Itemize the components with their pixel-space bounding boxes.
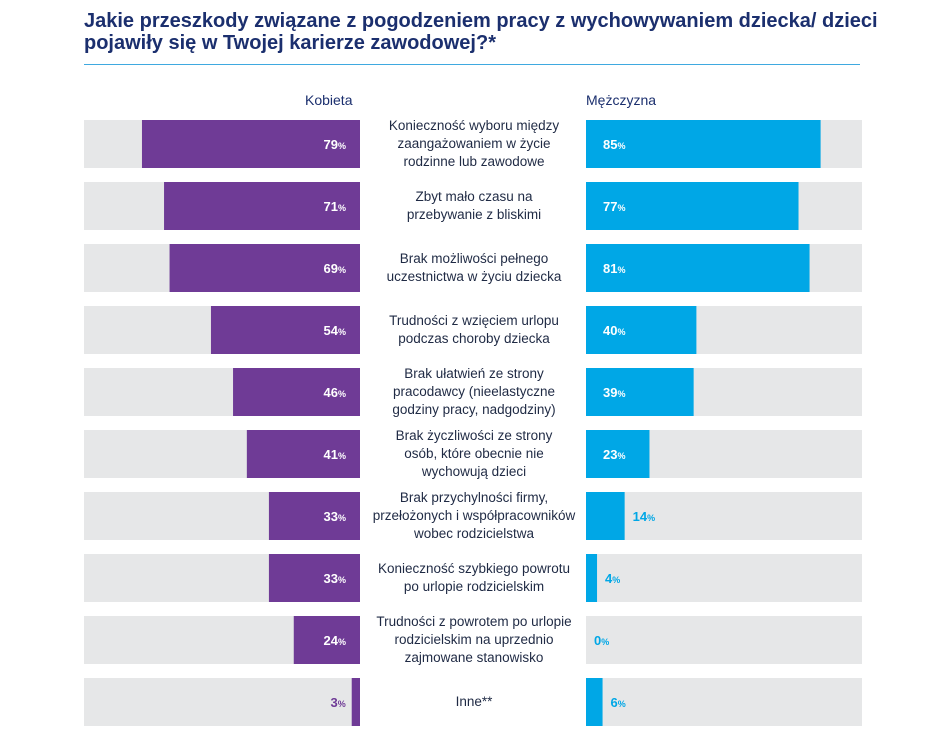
value-label-man: 0% <box>594 633 609 648</box>
category-label-line: wychowują dzieci <box>421 464 527 479</box>
category-label-line: Brak ułatwień ze strony <box>404 366 544 381</box>
category-label-line: Zbyt mało czasu na <box>415 189 533 204</box>
bar-woman <box>233 368 360 416</box>
category-label-line: zajmowane stanowisko <box>404 650 544 665</box>
bar-man <box>586 678 603 726</box>
bar-man <box>586 554 598 602</box>
category-label-line: przełożonych i współpracowników <box>372 508 576 523</box>
bar-woman <box>268 492 360 540</box>
category-label-line: wobec rodzicielstwa <box>413 526 535 541</box>
category-label-line: Brak możliwości pełnego <box>399 251 549 266</box>
category-label-line: Konieczność wyboru między <box>388 118 560 133</box>
value-label-man: 39% <box>603 385 625 400</box>
category-label-line: rodzinne lub zawodowe <box>403 154 545 169</box>
value-label-woman: 71% <box>324 199 346 214</box>
bar-woman <box>351 678 360 726</box>
bar-woman <box>293 616 360 664</box>
category-label-line: uczestnictwa w życiu dziecka <box>386 269 562 284</box>
bar-man <box>586 244 810 292</box>
bar-woman <box>246 430 360 478</box>
value-label-man: 6% <box>611 695 626 710</box>
bar-woman <box>164 182 360 230</box>
value-label-woman: 3% <box>330 695 345 710</box>
category-label: Brak życzliwości ze strony osób, które ob… <box>368 427 580 481</box>
category-label-line: Brak życzliwości ze strony <box>395 428 553 443</box>
legend-man: Mężczyzna <box>586 92 657 108</box>
category-label-line: godziny pracy, nadgodziny) <box>392 402 556 417</box>
bar-woman <box>268 554 360 602</box>
category-label-line: po urlopie rodzicielskim <box>403 579 545 594</box>
value-label-man: 4% <box>605 571 620 586</box>
bar-woman <box>169 244 360 292</box>
track-man <box>586 492 862 540</box>
category-label-line: przebywanie z bliskimi <box>406 207 542 222</box>
category-label-line: pracodawcy (nieelastyczne <box>392 384 556 399</box>
track-woman <box>84 678 360 726</box>
category-label: Konieczność szybkiego powrotu po urlopie … <box>368 560 580 596</box>
bar-man <box>586 368 694 416</box>
track-man <box>586 554 862 602</box>
category-label-line: rodzicielskim na uprzednio <box>394 632 554 647</box>
track-man <box>586 678 862 726</box>
category-label: Brak przychylności firmy, przełożonych i … <box>368 489 580 543</box>
category-label: Brak możliwości pełnego uczestnictwa w ży… <box>368 250 580 286</box>
value-label-woman: 46% <box>324 385 346 400</box>
bar-man <box>586 120 821 168</box>
value-label-woman: 41% <box>324 447 346 462</box>
category-label: Konieczność wyboru między zaangażowaniem … <box>368 117 580 171</box>
value-label-man: 81% <box>603 261 625 276</box>
value-label-man: 85% <box>603 137 625 152</box>
category-label-line: Brak przychylności firmy, <box>399 490 549 505</box>
value-label-woman: 54% <box>324 323 346 338</box>
category-label-line: podczas choroby dziecka <box>398 331 550 346</box>
value-label-man: 23% <box>603 447 625 462</box>
category-label-line: zaangażowaniem w życie <box>397 136 551 151</box>
category-label-line: Inne** <box>455 694 493 709</box>
chart-title: Jakie przeszkody związane z pogodzeniem … <box>84 10 878 54</box>
category-label: Zbyt mało czasu na przebywanie z bliskimi <box>368 188 580 224</box>
value-label-woman: 69% <box>324 261 346 276</box>
value-label-man: 77% <box>603 199 625 214</box>
legend-woman: Kobieta <box>305 92 353 108</box>
bar-woman <box>141 120 360 168</box>
bar-man <box>586 306 697 354</box>
value-label-woman: 33% <box>324 509 346 524</box>
bar-man <box>586 430 650 478</box>
track-man <box>586 616 862 664</box>
category-label-line: Trudności z wzięciem urlopu <box>389 313 559 328</box>
value-label-woman: 24% <box>324 633 346 648</box>
title-divider <box>84 64 860 65</box>
bar-man <box>586 492 625 540</box>
category-label-line: osób, które obecnie nie <box>404 446 544 461</box>
bar-man <box>586 182 799 230</box>
value-label-woman: 79% <box>324 137 346 152</box>
category-label: Trudności z wzięciem urlopu podczas choro… <box>368 312 580 348</box>
category-label: Brak ułatwień ze strony pracodawcy (nieel… <box>368 365 580 419</box>
category-label-line: Trudności z powrotem po urlopie <box>376 614 572 629</box>
value-label-man: 14% <box>633 509 655 524</box>
category-label-line: Konieczność szybkiego powrotu <box>377 561 571 576</box>
category-label: Trudności z powrotem po urlopie rodziciel… <box>368 613 580 667</box>
value-label-woman: 33% <box>324 571 346 586</box>
category-label: Inne** <box>368 693 580 711</box>
bar-woman <box>210 306 360 354</box>
value-label-man: 40% <box>603 323 625 338</box>
